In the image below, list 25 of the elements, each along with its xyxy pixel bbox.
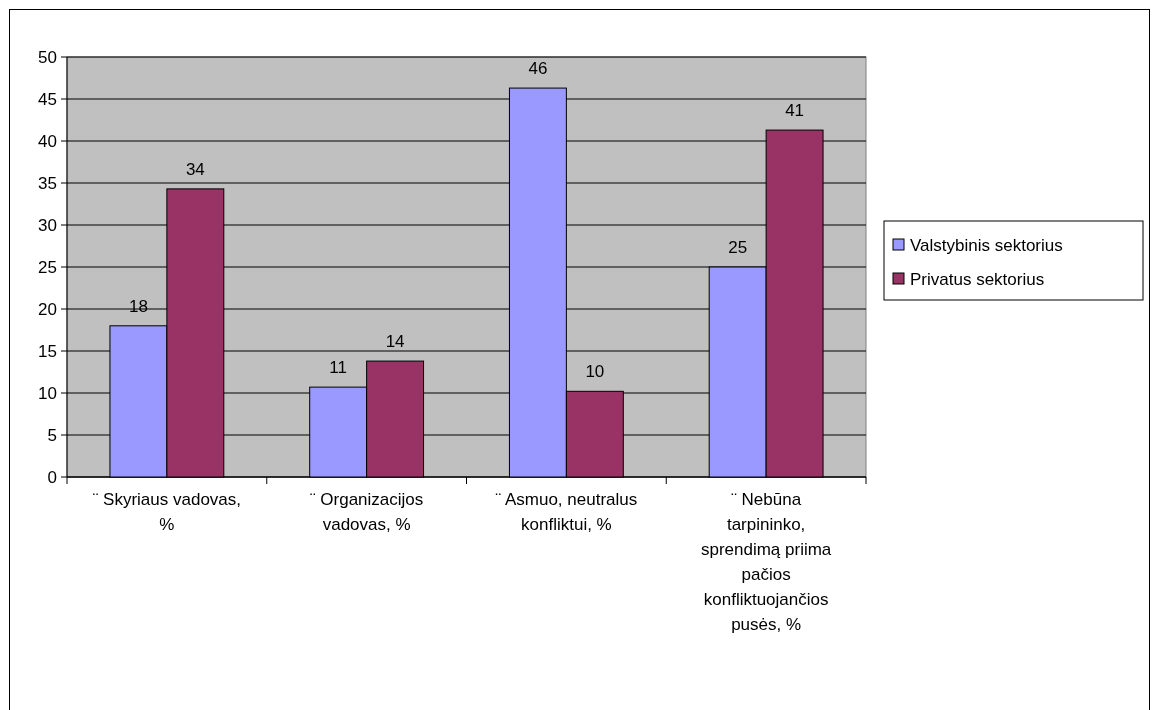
y-tick-label: 30 — [38, 215, 57, 235]
data-label: 18 — [128, 296, 148, 316]
data-label: 46 — [528, 59, 548, 79]
data-label: 11 — [329, 358, 347, 378]
data-label: 14 — [385, 332, 405, 352]
x-tick-label: ¨ Nebūna tarpininko, sprendimą priima pačios konfliktuojančios pusės, % — [700, 490, 832, 634]
y-tick-label: 5 — [47, 425, 57, 445]
y-tick-label: 0 — [47, 467, 57, 487]
data-label: 25 — [728, 238, 748, 257]
y-tick-label: 35 — [38, 173, 57, 193]
y-tick-label: 45 — [38, 89, 57, 109]
y-tick-label: 40 — [38, 131, 57, 151]
y-tick-label: 15 — [38, 341, 57, 361]
y-tick-label: 20 — [38, 299, 57, 319]
data-label: 41 — [785, 101, 805, 121]
data-label: 10 — [585, 362, 605, 382]
y-tick-label: 50 — [38, 47, 57, 67]
data-label: 34 — [185, 159, 205, 179]
y-tick-label: 25 — [38, 257, 57, 277]
legend-label: Privatus sektorius — [910, 269, 1045, 289]
x-tick-label: ¨ Asmuo, neutralus konfliktui, % — [495, 490, 638, 534]
x-tick-label: ¨ Organizacijos vadovas, % — [309, 490, 424, 534]
y-tick-label: 10 — [38, 383, 57, 403]
x-tick-label: ¨ Skyriaus vadovas, % — [92, 490, 242, 534]
legend-label: Valstybinis sektorius — [910, 235, 1063, 255]
